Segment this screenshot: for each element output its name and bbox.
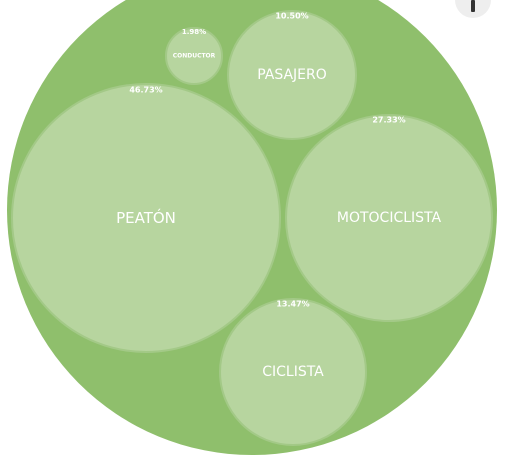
more-options-icon[interactable] <box>455 0 491 18</box>
bubble-percent-motociclista: 27.33% <box>372 116 405 125</box>
bubble-label-pasajero: PASAJERO <box>257 67 327 83</box>
bubble-percent-peaton: 46.73% <box>129 86 162 95</box>
bubble-group: PEATÓN 46.73% MOTOCICLISTA 27.33% CICLISTA 13… <box>11 10 493 446</box>
bubble-percent-pasajero: 10.50% <box>275 12 308 21</box>
bubble-percent-ciclista: 13.47% <box>276 300 309 309</box>
bubble-label-peaton: PEATÓN <box>116 208 176 227</box>
bubble-pasajero[interactable] <box>227 10 357 140</box>
bubble-label-conductor: CONDUCTOR <box>173 53 216 60</box>
bubble-conductor[interactable] <box>165 27 223 85</box>
bubble-motociclista[interactable] <box>285 114 493 322</box>
bubble-peaton[interactable] <box>11 83 281 353</box>
bubble-ciclista[interactable] <box>219 298 367 446</box>
bubble-label-motociclista: MOTOCICLISTA <box>337 210 442 226</box>
bubble-label-ciclista: CICLISTA <box>262 364 324 380</box>
bubble-percent-conductor: 1.98% <box>182 28 206 36</box>
